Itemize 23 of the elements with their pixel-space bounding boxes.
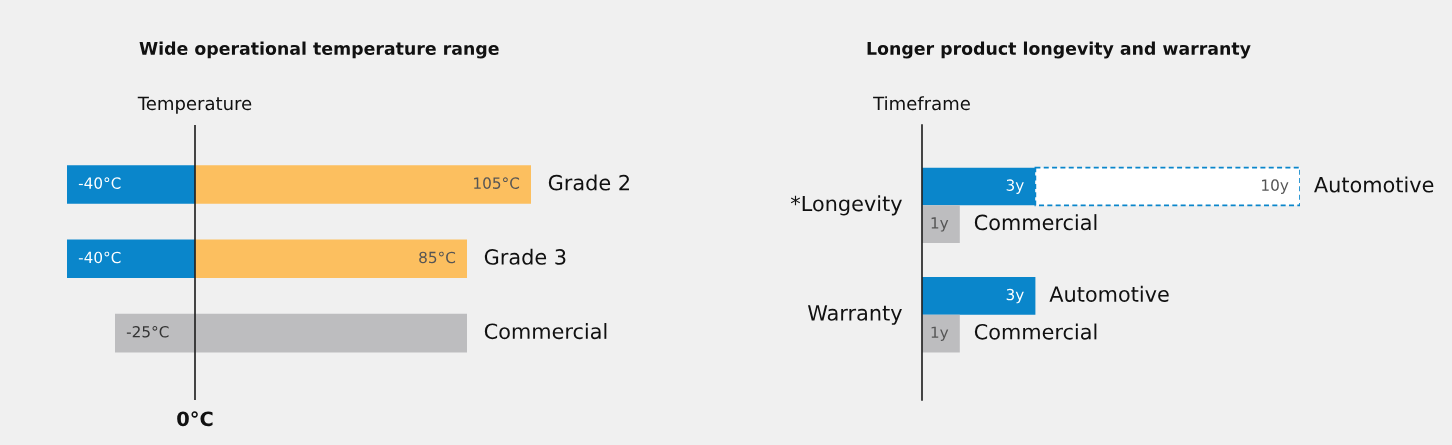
- data-label: -40°C: [78, 177, 121, 189]
- data-label: 105°C: [474, 177, 520, 189]
- y-tick-label: Grade 3: [484, 248, 566, 265]
- data-label: -40°C: [78, 251, 121, 264]
- data-label: 1y: [931, 326, 949, 341]
- text: *Longevity: [790, 195, 902, 216]
- total-label: 10y: [1262, 179, 1289, 194]
- chart-title: Wide operational temperature range: [139, 41, 499, 59]
- y-axis-title: Temperature: [137, 96, 252, 114]
- y-tick-label: Grade 2: [548, 174, 629, 191]
- data-label: 3y: [1006, 179, 1024, 194]
- text: Automotive: [1314, 176, 1434, 193]
- series-label: Commercial: [974, 214, 1097, 231]
- chart-title: Longer product longevity and warranty: [867, 41, 1251, 59]
- series-label: Automotive: [1049, 285, 1169, 302]
- ref-line-label: 0°C: [177, 411, 213, 427]
- data-label: 3y: [1006, 288, 1024, 304]
- y-axis-title: Timeframe: [873, 96, 970, 111]
- text: Warranty: [807, 305, 902, 325]
- data-label: 1y: [931, 217, 949, 232]
- data-label: 85°C: [419, 251, 456, 264]
- text: Commercial: [974, 323, 1097, 340]
- data-label: -25°C: [126, 325, 169, 338]
